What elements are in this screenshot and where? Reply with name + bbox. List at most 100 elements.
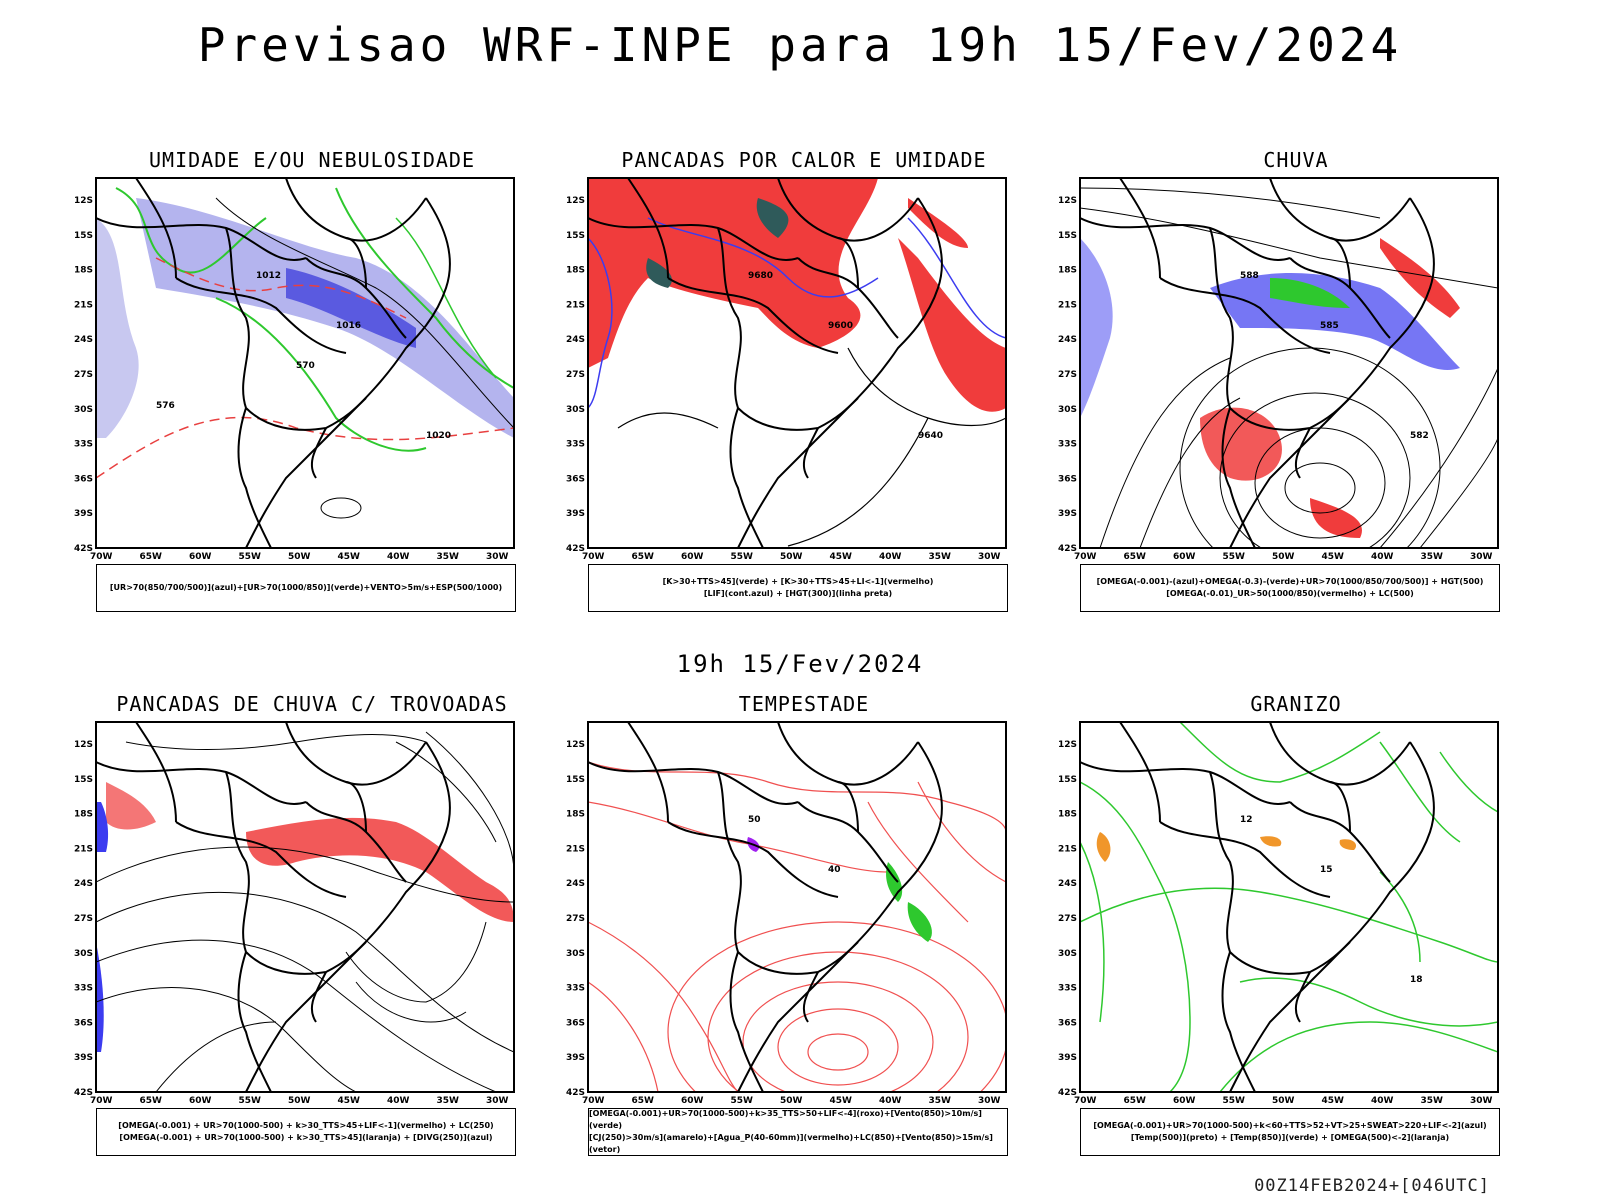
- country-border: [135, 178, 177, 279]
- country-border: [237, 407, 272, 548]
- lat-tick-label: 18S: [566, 266, 585, 276]
- panel-title: PANCADAS DE CHUVA C/ TROVOADAS: [116, 692, 508, 716]
- panel-legend: [UR>70(850/700/500)](azul)+[UR>70(1000/8…: [96, 564, 516, 612]
- lat-tick-label: 12S: [566, 740, 585, 750]
- lat-tick-label: 27S: [1058, 370, 1077, 380]
- panel-rain: CHUVA: [1058, 148, 1512, 636]
- lat-tick-label: 39S: [74, 509, 93, 519]
- lat-tick-label: 33S: [1058, 984, 1077, 994]
- lat-tick-label: 15S: [74, 231, 93, 241]
- country-border: [285, 178, 427, 242]
- lon-tick-label: 35W: [1421, 1096, 1444, 1106]
- lon-tick-label: 55W: [1223, 1096, 1246, 1106]
- country-border: [627, 722, 669, 823]
- panel-title: PANCADAS POR CALOR E UMIDADE: [621, 148, 987, 172]
- country-border: [588, 761, 799, 805]
- lon-tick-label: 70W: [90, 552, 113, 562]
- map-frame: 12 15 18 12S 15S 18S 21S 24S 27S 30S 33S 36S 39S 42S…: [1058, 721, 1512, 1106]
- country-border: [245, 197, 451, 548]
- lon-tick-label: 55W: [1223, 552, 1246, 562]
- legend-line: [Temp(500)](preto) + [Temp(850)](verde) …: [1130, 1133, 1450, 1142]
- lon-tick-label: 45W: [338, 1096, 361, 1106]
- lat-tick-label: 42S: [566, 544, 585, 554]
- map-frame: 12S 15S 18S 21S 24S 27S 30S 33S 36S 39S 42S 70W 65W 6…: [74, 721, 528, 1106]
- country-border: [175, 277, 347, 354]
- lon-tick-label: 50W: [780, 552, 803, 562]
- country-border: [245, 397, 367, 431]
- lat-tick-label: 18S: [1058, 810, 1077, 820]
- legend-line: [OMEGA(-0.001) + UR>70(1000-500) + k>30_…: [119, 1133, 493, 1142]
- country-border: [729, 951, 764, 1092]
- lat-tick-label: 36S: [566, 1018, 585, 1028]
- lat-tick-label: 18S: [74, 266, 93, 276]
- country-border: [96, 217, 307, 261]
- contour-label: 588: [1240, 271, 1259, 281]
- lon-tick-label: 60W: [1173, 1096, 1196, 1106]
- lon-tick-label: 55W: [731, 552, 754, 562]
- lon-tick-label: 40W: [879, 1096, 902, 1106]
- lat-tick-label: 33S: [566, 984, 585, 994]
- lon-tick-label: 50W: [780, 1096, 803, 1106]
- contour-label: 1020: [426, 431, 451, 441]
- panel-thunderstorms: PANCADAS DE CHUVA C/ TROVOADAS: [74, 692, 528, 1180]
- lat-tick-label: 39S: [74, 1053, 93, 1063]
- lon-tick-label: 35W: [437, 1096, 460, 1106]
- lat-tick-label: 12S: [74, 196, 93, 206]
- lon-tick-label: 40W: [387, 1096, 410, 1106]
- lat-tick-label: 24S: [566, 335, 585, 345]
- lat-tick-label: 30S: [566, 405, 585, 415]
- country-border: [837, 781, 859, 833]
- humidity-high-region: [286, 268, 416, 348]
- country-border: [1229, 197, 1435, 548]
- lon-tick-label: 55W: [239, 552, 262, 562]
- lon-tick-label: 40W: [1371, 552, 1394, 562]
- lon-tick-label: 50W: [1272, 552, 1295, 562]
- country-border: [737, 941, 859, 975]
- lon-tick-label: 70W: [1074, 1096, 1097, 1106]
- panel-hail: GRANIZO: [1058, 692, 1512, 1180]
- lat-tick-label: 30S: [74, 405, 93, 415]
- country-border: [802, 427, 819, 479]
- legend-line: [UR>70(850/700/500)](azul)+[UR>70(1000/8…: [109, 583, 503, 592]
- country-border: [667, 821, 839, 898]
- lon-tick-label: 70W: [582, 1096, 605, 1106]
- lat-tick-label: 39S: [566, 509, 585, 519]
- country-border: [1329, 781, 1351, 833]
- lon-tick-label: 30W: [1470, 1096, 1493, 1106]
- lat-tick-label: 42S: [1058, 1088, 1077, 1098]
- lon-tick-label: 45W: [830, 1096, 853, 1106]
- country-border: [777, 722, 919, 786]
- lon-tick-label: 35W: [1421, 552, 1444, 562]
- country-border: [588, 217, 799, 261]
- country-border: [1269, 178, 1411, 242]
- lon-tick-label: 45W: [1322, 552, 1345, 562]
- lat-tick-label: 21S: [566, 844, 585, 854]
- map-rain: 588 585 582 12S 15S 18S 21S 24S 27S 30S 33S 36S 39S…: [1058, 177, 1499, 562]
- map-heat-showers: 9680 9600 9640 12S 15S 18S 21S 24S 27S 30S 33S 36S…: [566, 177, 1007, 562]
- lat-tick-label: 12S: [74, 740, 93, 750]
- lat-tick-label: 21S: [1058, 844, 1077, 854]
- country-border: [310, 427, 327, 479]
- contour-label: 12: [1240, 815, 1253, 825]
- lat-tick-label: 42S: [74, 1088, 93, 1098]
- country-border: [135, 722, 177, 823]
- lat-tick-label: 30S: [74, 949, 93, 959]
- lon-tick-label: 50W: [288, 1096, 311, 1106]
- lat-tick-label: 21S: [74, 300, 93, 310]
- lat-tick-label: 30S: [1058, 405, 1077, 415]
- lon-tick-label: 40W: [1371, 1096, 1394, 1106]
- contour-label: 585: [1320, 321, 1339, 331]
- lon-tick-label: 35W: [929, 552, 952, 562]
- country-border: [737, 197, 943, 548]
- lon-tick-label: 40W: [879, 552, 902, 562]
- lat-tick-label: 33S: [74, 984, 93, 994]
- panel-storm: TEMPESTADE: [566, 692, 1020, 1180]
- lon-tick-label: 70W: [1074, 552, 1097, 562]
- legend-line: [OMEGA(-0.001)+UR>70(1000-500)+k<60+TTS>…: [1093, 1121, 1487, 1130]
- lon-tick-label: 65W: [140, 552, 163, 562]
- lat-tick-label: 36S: [74, 1018, 93, 1028]
- lat-tick-label: 24S: [1058, 335, 1077, 345]
- contour-label: 9600: [828, 321, 853, 331]
- panel-legend: [OMEGA(-0.001)+UR>70(1000-500)+k<60+TTS>…: [1080, 1108, 1500, 1156]
- legend-line: [OMEGA(-0.01)_UR>50(1000/850)(vermelho) …: [1166, 589, 1414, 598]
